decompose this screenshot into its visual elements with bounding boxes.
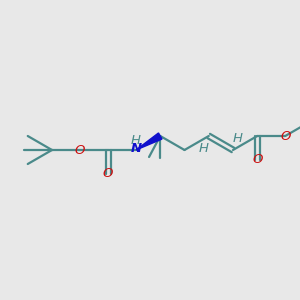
Text: H: H — [233, 131, 243, 145]
Text: H: H — [199, 142, 209, 154]
Text: O: O — [280, 130, 290, 142]
Text: O: O — [252, 153, 262, 166]
Text: H: H — [131, 134, 141, 148]
Text: O: O — [103, 167, 113, 180]
Polygon shape — [136, 133, 162, 150]
Text: O: O — [75, 143, 85, 157]
Text: N: N — [130, 142, 142, 155]
